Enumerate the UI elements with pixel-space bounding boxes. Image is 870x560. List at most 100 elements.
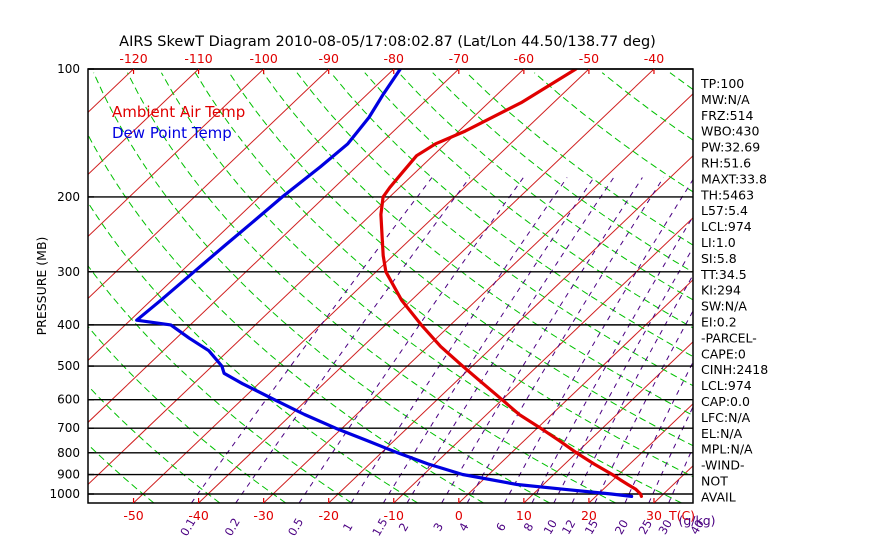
isotherm — [328, 155, 693, 503]
index-line: SW:N/A — [701, 299, 747, 314]
mixing-ratio-line — [382, 177, 595, 503]
pressure-tick-label: 600 — [57, 393, 80, 407]
mixing-ratio-line — [504, 178, 693, 503]
isotherm — [133, 69, 590, 503]
top-temp-tick-label: -70 — [449, 51, 469, 66]
mixing-ratio-tick-label: 25 — [636, 517, 655, 537]
bottom-temp-tick-label: -10 — [384, 508, 404, 523]
dry-adiabat — [398, 72, 693, 301]
bottom-temp-tick-label: 10 — [516, 508, 532, 523]
bottom-temp-axis: -50 -40 -30 -20 -10 0 10 20 30 T(C) — [123, 498, 695, 523]
index-line: WBO:430 — [701, 124, 759, 139]
mixing-ratio-line — [531, 215, 693, 503]
top-temp-tick-label: -110 — [184, 51, 212, 66]
mixing-ratio-line — [298, 177, 524, 503]
index-line: NOT — [701, 474, 728, 489]
legend-ambient-label: Ambient Air Temp — [112, 103, 245, 121]
pressure-tick-label: 400 — [57, 318, 80, 332]
index-line: EL:N/A — [701, 426, 743, 441]
index-panel: TP:100MW:N/AFRZ:514WBO:430PW:32.69RH:51.… — [700, 76, 768, 504]
plot-frame — [87, 68, 694, 504]
mixing-ratio-tick-label: 40 — [687, 517, 706, 537]
dry-adiabat — [228, 72, 693, 447]
pressure-tick-label: 800 — [57, 446, 80, 460]
mixing-ratio-tick-label: 15 — [582, 517, 601, 537]
index-line: L57:5.4 — [701, 203, 748, 218]
mixing-ratio-line — [594, 309, 693, 503]
mixing-ratio-line — [571, 274, 693, 503]
index-line: -PARCEL- — [701, 330, 757, 345]
isotherm — [198, 69, 655, 503]
mixing-ratio-line — [553, 246, 693, 503]
index-line: LCL:974 — [701, 219, 752, 234]
index-line: EI:0.2 — [701, 315, 737, 330]
mixing-ratio-tick-label: 10 — [541, 517, 560, 537]
ambient-temp-curve — [379, 69, 644, 498]
index-line: MAXT:33.8 — [701, 171, 767, 186]
profile-curves — [135, 69, 644, 498]
pressure-tick-label: 100 — [57, 62, 80, 76]
index-line: CAPE:0 — [701, 346, 746, 361]
top-temp-axis: -120 -110 -100 -90 -80 -70 -60 -50 -40 — [119, 51, 664, 74]
mixing-ratio-tick-label: 12 — [559, 517, 578, 537]
isotherm — [88, 69, 525, 486]
dewpoint-curve — [135, 69, 634, 498]
mixing-ratio-line — [190, 177, 433, 503]
top-temp-tick-label: -40 — [644, 51, 664, 66]
dry-adiabat — [88, 133, 484, 503]
top-temp-tick-label: -90 — [318, 51, 338, 66]
dry-adiabat — [160, 72, 682, 503]
index-line: TT:34.5 — [700, 267, 747, 282]
top-temp-tick-label: -80 — [384, 51, 404, 66]
mixing-ratio-line — [466, 177, 664, 503]
mixing-ratio-axis-label: (g/kg) — [678, 513, 715, 528]
mixing-ratio-tick-label: 30 — [656, 517, 675, 537]
pressure-tick-label: 900 — [57, 468, 80, 482]
isotherm-lines — [88, 69, 693, 503]
pressure-tick-label: 700 — [57, 421, 80, 435]
top-temp-tick-label: -50 — [579, 51, 599, 66]
bottom-temp-tick-label: -50 — [123, 508, 143, 523]
index-line: CINH:2418 — [701, 362, 768, 377]
mixing-ratio-line — [624, 361, 693, 503]
temp-axis-label: T(C) — [668, 508, 695, 523]
dry-adiabat — [194, 72, 693, 478]
dry-adiabat — [364, 72, 693, 329]
index-line: FRZ:514 — [701, 108, 754, 123]
index-line: LCL:974 — [701, 378, 752, 393]
pressure-axis-label: PRESSURE (MB) — [34, 237, 49, 336]
index-line: MPL:N/A — [701, 442, 753, 457]
bottom-temp-tick-label: 20 — [581, 508, 597, 523]
index-line: LI:1.0 — [701, 235, 736, 250]
pressure-tick-label: 300 — [57, 265, 80, 279]
isotherm — [88, 69, 264, 238]
mixing-ratio-line — [235, 177, 471, 503]
mixing-ratio-line — [648, 405, 693, 503]
top-temp-tick-label: -120 — [119, 51, 147, 66]
mixing-ratio-line — [350, 177, 568, 503]
isotherm — [88, 69, 199, 176]
bottom-temp-tick-label: 30 — [646, 508, 662, 523]
index-line: MW:N/A — [701, 92, 750, 107]
isotherm — [88, 69, 330, 300]
dry-adiabat — [88, 385, 221, 503]
dry-adiabat — [432, 72, 693, 273]
legend-dewpoint-label: Dew Point Temp — [112, 124, 232, 142]
isotherm — [523, 341, 693, 503]
mixing-ratio-line — [441, 177, 643, 503]
index-line: KI:294 — [701, 283, 741, 298]
isotherm — [458, 279, 693, 503]
mixing-ratio-lines — [190, 177, 693, 503]
top-temp-tick-label: -100 — [249, 51, 277, 66]
index-line: LFC:N/A — [701, 410, 751, 425]
index-line: RH:51.6 — [701, 156, 751, 171]
top-temp-tick-label: -60 — [514, 51, 534, 66]
isotherm — [88, 69, 460, 424]
index-line: CAP:0.0 — [701, 394, 750, 409]
legend: Ambient Air Temp Dew Point Temp — [112, 103, 245, 142]
pressure-tick-label: 500 — [57, 359, 80, 373]
index-line: TP:100 — [700, 76, 744, 91]
bottom-temp-tick-label: 0 — [455, 508, 463, 523]
